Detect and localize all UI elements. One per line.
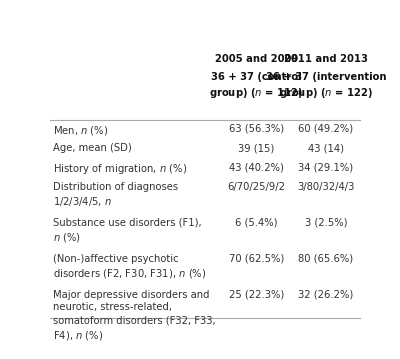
Text: 43 (40.2%): 43 (40.2%) (229, 163, 284, 172)
Text: 2005 and 2009: 2005 and 2009 (214, 54, 298, 64)
Text: 6 (5.4%): 6 (5.4%) (235, 218, 278, 228)
Text: History of migration, $n$ (%): History of migration, $n$ (%) (53, 163, 187, 177)
Text: 39 (15): 39 (15) (238, 143, 274, 153)
Text: Major depressive disorders and
neurotic, stress-related,
somatoform disorders (F: Major depressive disorders and neurotic,… (53, 290, 216, 341)
Text: 80 (65.6%): 80 (65.6%) (298, 254, 354, 264)
Text: 43 (14): 43 (14) (308, 143, 344, 153)
Text: 3/80/32/4/3: 3/80/32/4/3 (297, 182, 354, 192)
Text: (Non-)affective psychotic
disorders (F2, F30, F31), $n$ (%): (Non-)affective psychotic disorders (F2,… (53, 254, 207, 280)
Text: 36 + 37 (intervention
group) ($n$ = 122): 36 + 37 (intervention group) ($n$ = 122) (266, 72, 386, 100)
Text: 32 (26.2%): 32 (26.2%) (298, 290, 354, 300)
Text: 70 (62.5%): 70 (62.5%) (228, 254, 284, 264)
Text: Distribution of diagnoses
1/2/3/4/5, $n$: Distribution of diagnoses 1/2/3/4/5, $n$ (53, 182, 178, 208)
Text: 36 + 37 (control
group) ($n$ = 112): 36 + 37 (control group) ($n$ = 112) (209, 72, 303, 100)
Text: 2011 and 2013: 2011 and 2013 (284, 54, 368, 64)
Text: 60 (49.2%): 60 (49.2%) (298, 124, 354, 134)
Text: 25 (22.3%): 25 (22.3%) (228, 290, 284, 300)
Text: 63 (56.3%): 63 (56.3%) (228, 124, 284, 134)
Text: 3 (2.5%): 3 (2.5%) (305, 218, 347, 228)
Text: Substance use disorders (F1),
$n$ (%): Substance use disorders (F1), $n$ (%) (53, 218, 202, 244)
Text: Men, $n$ (%): Men, $n$ (%) (53, 124, 108, 137)
Text: 34 (29.1%): 34 (29.1%) (298, 163, 354, 172)
Text: 6/70/25/9/2: 6/70/25/9/2 (227, 182, 285, 192)
Text: Age, mean (SD): Age, mean (SD) (53, 143, 132, 153)
